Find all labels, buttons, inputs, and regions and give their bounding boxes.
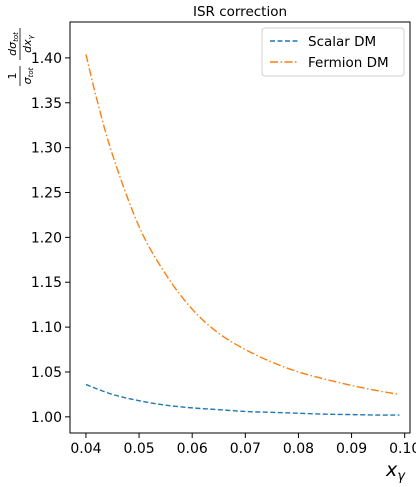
svg-text:σtot: σtot	[21, 67, 35, 84]
svg-text:dσtot: dσtot	[6, 32, 20, 56]
y-label-prefix-num: 1	[6, 73, 19, 80]
y-label-prefix-den: σ	[21, 76, 34, 84]
x-tick-label: 0.09	[336, 441, 367, 457]
legend-box	[261, 27, 405, 77]
plot-frame	[69, 21, 411, 434]
x-tick-label: 0.06	[177, 441, 208, 457]
svg-text:dxγ: dxγ	[21, 34, 35, 53]
y-tick-label: 1.05	[31, 365, 62, 381]
y-label-den: dx	[21, 39, 34, 53]
y-tick-label: 1.15	[31, 275, 62, 291]
x-tick-label: 0.07	[230, 441, 261, 457]
y-tick-label: 1.35	[31, 96, 62, 112]
x-tick-label: 0.05	[123, 441, 154, 457]
x-axis-label: xγ	[385, 459, 406, 484]
legend-label-scalar-dm: Scalar DM	[308, 34, 376, 50]
legend: Scalar DM Fermion DM	[261, 27, 405, 77]
axes-ticks: 0.04 0.05 0.06 0.07 0.08 0.09 0.10 1.00 1.05 1.10…	[31, 51, 416, 457]
y-label-den-sub: γ	[27, 34, 35, 39]
y-axis-label: 1 σtot dσtot dxγ	[6, 28, 35, 86]
y-tick-label: 1.40	[31, 51, 62, 67]
y-label-num-sub: tot	[12, 32, 20, 42]
x-tick-label: 0.04	[70, 441, 101, 457]
series-line-scalar-dm	[85, 383, 400, 416]
x-tick-label: 0.08	[283, 441, 314, 457]
x-axis-label-sub: γ	[397, 469, 406, 484]
series-layer	[85, 54, 400, 416]
y-tick-label: 1.10	[31, 320, 62, 336]
y-tick-label: 1.30	[31, 141, 62, 157]
svg-text:1: 1	[6, 73, 19, 80]
y-label-prefix-den-sub: tot	[27, 67, 35, 77]
x-axis-label-main: x	[385, 459, 398, 481]
x-tick-label: 0.10	[389, 441, 416, 457]
legend-label-fermion-dm: Fermion DM	[308, 55, 389, 71]
y-tick-label: 1.00	[31, 410, 62, 426]
chart-title: ISR correction	[193, 4, 287, 20]
y-tick-label: 1.25	[31, 186, 62, 202]
y-tick-label: 1.20	[31, 230, 62, 246]
y-label-num: dσ	[6, 41, 19, 56]
series-line-fermion-dm	[85, 54, 400, 396]
